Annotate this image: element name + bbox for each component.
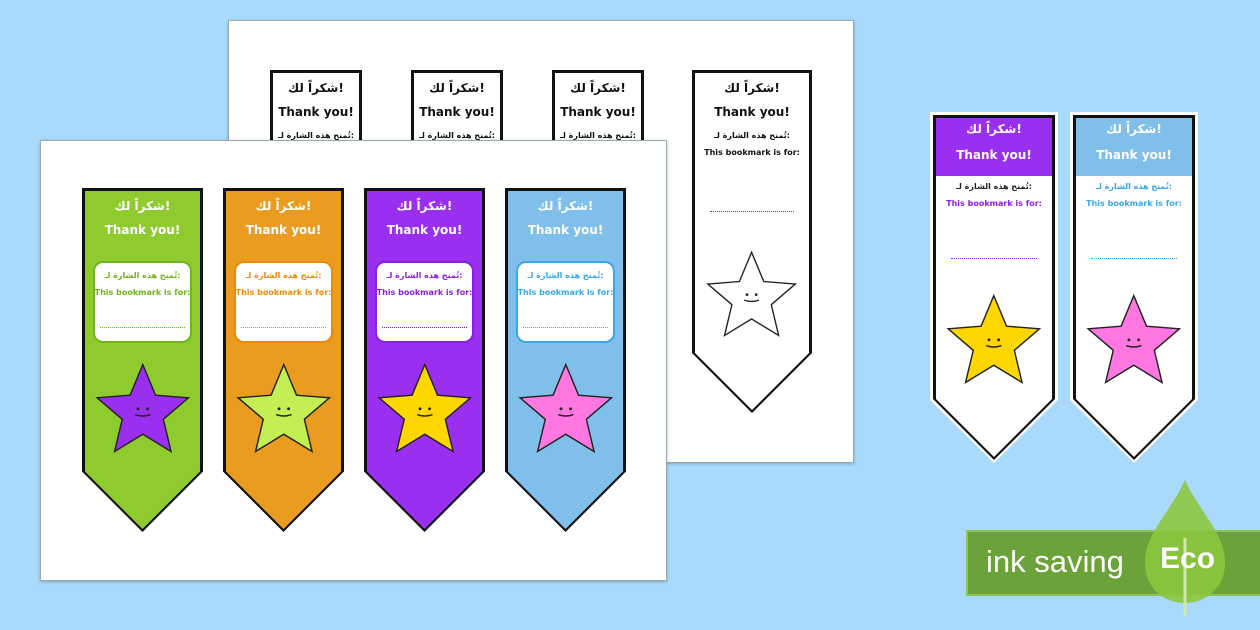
bookmark: شكراً لك! Thank you! تُمنح هذه الشارة لـ: T… xyxy=(505,188,626,532)
star-icon xyxy=(372,356,478,462)
english-title: Thank you! xyxy=(527,223,604,237)
star-icon xyxy=(513,356,619,462)
english-for: This bookmark is for: xyxy=(1086,199,1182,208)
arabic-title: شكراً لك! xyxy=(570,81,626,95)
english-title: Thank you! xyxy=(104,223,181,237)
name-line xyxy=(100,327,185,328)
bookmark: شكراً لك! Thank you! تُمنح هذه الشارة لـ: T… xyxy=(1073,115,1195,460)
star-icon xyxy=(231,356,337,462)
arabic-title: شكراً لك! xyxy=(724,81,780,95)
arabic-title: شكراً لك! xyxy=(1106,122,1162,136)
bookmark: شكراً لك! Thank you! تُمنح هذه الشارة لـ: T… xyxy=(364,188,485,532)
english-title: Thank you! xyxy=(1096,148,1172,162)
name-box xyxy=(516,261,615,343)
leaf-icon xyxy=(1145,480,1225,616)
english-title: Thank you! xyxy=(245,223,322,237)
name-line xyxy=(710,211,794,212)
english-title: Thank you! xyxy=(386,223,463,237)
arabic-for: تُمنح هذه الشارة لـ: xyxy=(245,271,322,280)
arabic-for: تُمنح هذه الشارة لـ: xyxy=(714,131,790,140)
name-line xyxy=(241,327,326,328)
arabic-title: شكراً لك! xyxy=(429,81,485,95)
eco-label: Eco xyxy=(1160,542,1216,575)
star-icon xyxy=(1081,287,1187,393)
name-box xyxy=(234,261,333,343)
arabic-title: شكراً لك! xyxy=(396,199,453,213)
arabic-for: تُمنح هذه الشارة لـ: xyxy=(386,271,463,280)
bookmark: شكراً لك! Thank you! تُمنح هذه الشارة لـ: T… xyxy=(82,188,203,532)
english-title: Thank you! xyxy=(419,105,495,119)
english-title: Thank you! xyxy=(956,148,1032,162)
arabic-for: تُمنح هذه الشارة لـ: xyxy=(527,271,604,280)
ink-saving-label: ink saving xyxy=(986,544,1124,579)
arabic-title: شكراً لك! xyxy=(114,199,171,213)
name-box xyxy=(375,261,474,343)
star-icon xyxy=(701,244,802,345)
english-title: Thank you! xyxy=(560,105,636,119)
bookmark: شكراً لك! Thank you! تُمنح هذه الشارة لـ: T… xyxy=(692,70,812,413)
bookmark: شكراً لك! Thank you! تُمنح هذه الشارة لـ: T… xyxy=(933,115,1055,460)
english-for: This bookmark is for: xyxy=(704,148,800,157)
english-title: Thank you! xyxy=(278,105,354,119)
arabic-for: تُمنح هذه الشارة لـ: xyxy=(956,182,1032,191)
arabic-for: تُمنح هذه الشارة لـ: xyxy=(560,131,636,140)
english-title: Thank you! xyxy=(714,105,790,119)
arabic-title: شكراً لك! xyxy=(255,199,312,213)
english-for: This bookmark is for: xyxy=(946,199,1042,208)
arabic-title: شكراً لك! xyxy=(537,199,594,213)
arabic-for: تُمنح هذه الشارة لـ: xyxy=(419,131,495,140)
english-for: This bookmark is for: xyxy=(517,288,614,297)
name-box xyxy=(93,261,192,343)
arabic-for: تُمنح هذه الشارة لـ: xyxy=(1096,182,1172,191)
arabic-for: تُمنح هذه الشارة لـ: xyxy=(278,131,354,140)
bookmark: شكراً لك! Thank you! تُمنح هذه الشارة لـ: T… xyxy=(223,188,344,532)
name-line xyxy=(1091,258,1177,259)
arabic-for: تُمنح هذه الشارة لـ: xyxy=(104,271,181,280)
english-for: This bookmark is for: xyxy=(376,288,473,297)
name-line xyxy=(951,258,1037,259)
star-icon xyxy=(90,356,196,462)
arabic-title: شكراً لك! xyxy=(966,122,1022,136)
english-for: This bookmark is for: xyxy=(94,288,191,297)
name-line xyxy=(382,327,467,328)
star-icon xyxy=(941,287,1047,393)
name-line xyxy=(523,327,608,328)
bookmark-header xyxy=(1076,118,1192,176)
english-for: This bookmark is for: xyxy=(235,288,332,297)
arabic-title: شكراً لك! xyxy=(288,81,344,95)
bookmark-header xyxy=(936,118,1052,176)
